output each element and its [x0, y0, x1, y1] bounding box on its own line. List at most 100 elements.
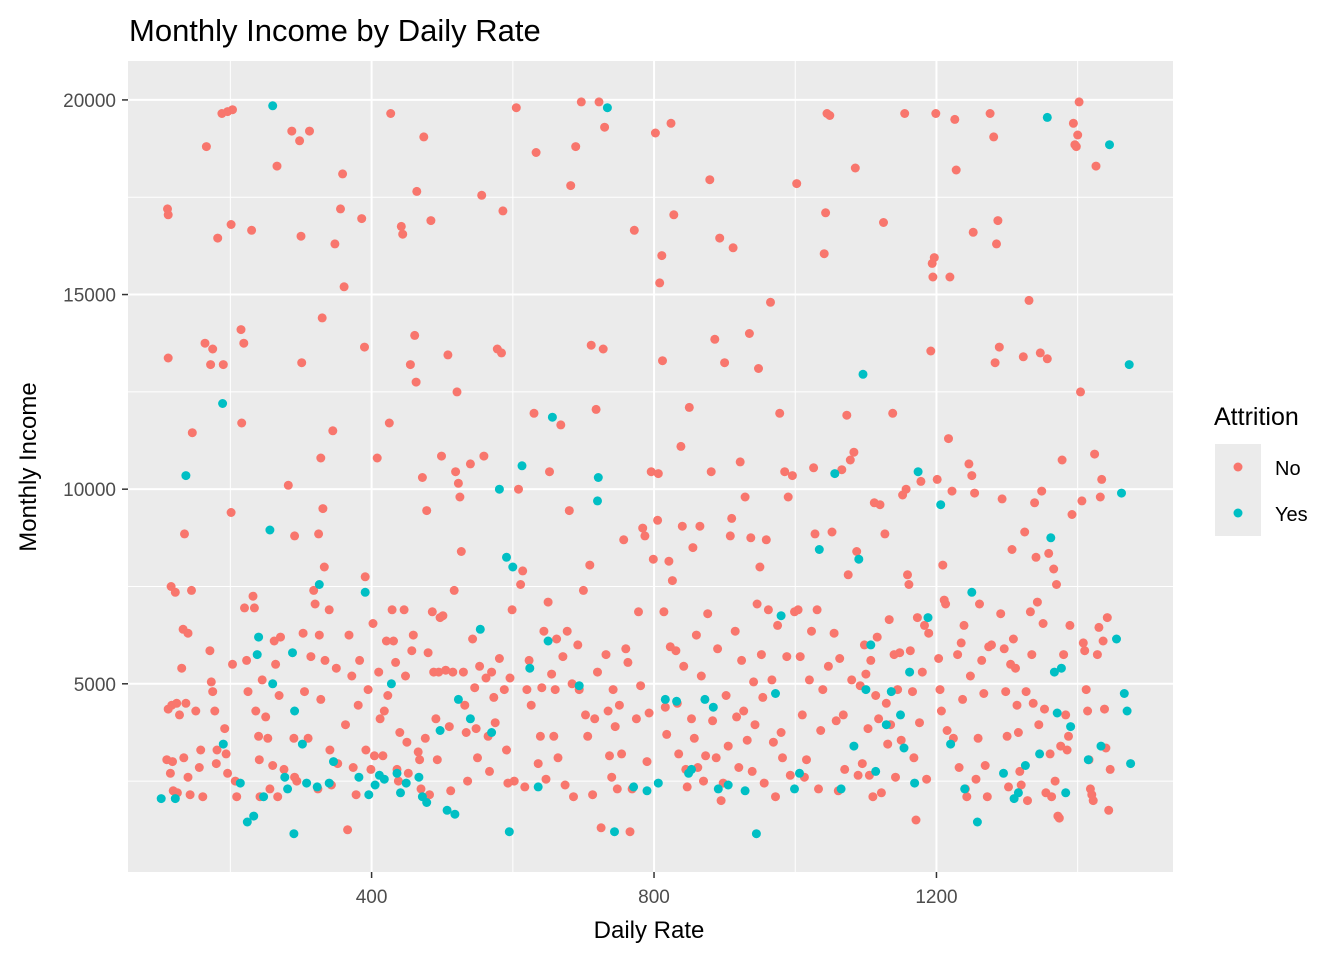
data-point-no	[384, 418, 394, 428]
data-point-yes	[487, 728, 497, 737]
data-point-no	[655, 278, 665, 288]
data-point-no	[750, 720, 760, 730]
data-point-no	[316, 694, 326, 704]
data-point-no	[953, 650, 963, 660]
data-point-no	[375, 714, 385, 724]
data-point-no	[237, 418, 247, 428]
data-point-yes	[181, 471, 191, 481]
data-point-no	[361, 745, 371, 755]
data-point-no	[473, 753, 482, 763]
data-point-no	[934, 654, 944, 663]
data-point-yes	[297, 739, 307, 749]
data-point-no	[920, 620, 929, 630]
data-point-no	[849, 447, 859, 457]
x-axis-title: Daily Rate	[594, 917, 705, 944]
data-point-no	[842, 410, 852, 420]
data-point-no	[520, 782, 530, 792]
data-point-no	[715, 233, 725, 243]
data-point-no	[1067, 510, 1077, 519]
data-point-no	[671, 646, 681, 656]
data-point-no	[945, 272, 955, 282]
data-point-no	[821, 208, 831, 218]
data-point-no	[600, 122, 610, 132]
data-point-no	[669, 210, 679, 220]
data-point-no	[904, 580, 914, 589]
data-point-no	[470, 683, 480, 693]
data-point-no	[721, 691, 731, 700]
data-point-no	[363, 685, 373, 695]
data-point-yes	[450, 809, 460, 819]
data-point-no	[415, 755, 425, 765]
data-point-no	[629, 225, 639, 235]
data-point-no	[448, 667, 458, 677]
data-point-yes	[854, 554, 864, 564]
data-point-no	[274, 691, 284, 700]
data-point-no	[723, 741, 733, 751]
data-point-no	[325, 745, 335, 755]
data-point-no	[818, 685, 828, 695]
data-point-no	[471, 724, 481, 734]
data-point-no	[660, 702, 670, 712]
data-point-yes	[422, 798, 432, 807]
data-point-no	[1064, 731, 1073, 741]
data-point-no	[1105, 764, 1115, 774]
data-point-no	[292, 776, 302, 786]
data-point-no	[1091, 161, 1101, 171]
data-point-yes	[881, 720, 891, 730]
data-point-no	[522, 685, 532, 695]
data-point-yes	[700, 694, 710, 704]
data-point-no	[658, 356, 667, 366]
data-point-no	[239, 338, 249, 348]
data-point-yes	[871, 766, 881, 776]
data-point-no	[1068, 118, 1078, 128]
data-point-no	[831, 716, 841, 726]
data-point-no	[187, 585, 196, 595]
data-point-no	[541, 774, 551, 784]
data-point-no	[896, 735, 906, 745]
data-point-no	[194, 763, 204, 772]
axes: 400 800 1200 5000 10000 15000 20000	[63, 91, 957, 908]
data-point-no	[763, 605, 773, 615]
data-point-no	[386, 109, 396, 118]
data-point-no	[598, 344, 608, 354]
data-point-no	[1023, 796, 1032, 806]
data-point-no	[634, 607, 643, 617]
data-point-no	[758, 692, 768, 702]
data-point-yes	[849, 741, 859, 751]
data-point-no	[631, 714, 641, 724]
data-point-no	[206, 360, 216, 370]
data-point-no	[696, 671, 706, 681]
data-point-no	[441, 665, 451, 675]
data-point-no	[1001, 687, 1011, 697]
data-point-no	[845, 455, 855, 465]
data-point-no	[355, 655, 365, 665]
data-points	[156, 97, 1136, 839]
data-point-no	[165, 768, 175, 778]
data-point-no	[586, 340, 596, 350]
data-point-no	[642, 757, 652, 767]
data-point-no	[263, 733, 273, 743]
data-point-no	[881, 698, 891, 708]
data-point-no	[320, 655, 330, 665]
data-point-yes	[771, 689, 780, 698]
minor-gridlines	[128, 61, 1173, 872]
data-point-no	[1095, 492, 1105, 502]
data-point-no	[884, 615, 894, 625]
data-point-no	[979, 689, 989, 698]
data-point-no	[583, 731, 593, 741]
data-point-no	[518, 566, 528, 576]
data-point-yes	[593, 473, 603, 482]
data-point-no	[468, 634, 478, 644]
data-point-yes	[967, 587, 977, 597]
data-point-no	[742, 735, 752, 745]
data-point-no	[728, 243, 738, 253]
data-point-no	[446, 786, 456, 796]
data-point-no	[1088, 796, 1098, 806]
data-point-no	[374, 667, 384, 677]
data-point-no	[185, 790, 195, 800]
data-point-yes	[386, 679, 396, 689]
data-point-no	[1050, 776, 1060, 786]
data-point-no	[456, 547, 466, 556]
data-point-no	[1028, 698, 1038, 708]
data-point-no	[200, 338, 210, 348]
